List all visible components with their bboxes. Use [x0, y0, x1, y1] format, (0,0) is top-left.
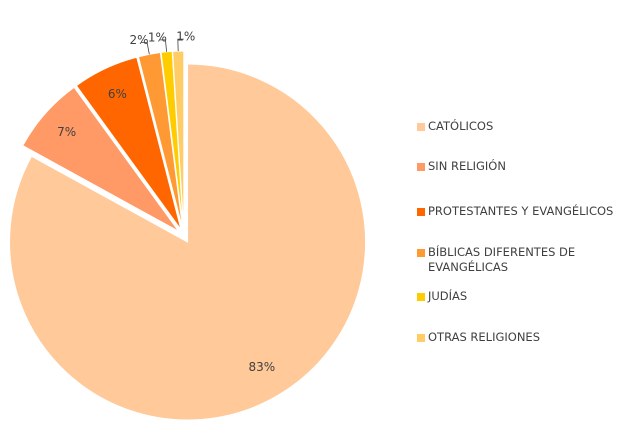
- legend-item: JUDÍAS: [417, 289, 632, 304]
- legend-label: BÍBLICAS DIFERENTES DE EVANGÉLICAS: [428, 245, 576, 274]
- legend-swatch: [417, 123, 425, 131]
- legend-swatch: [417, 249, 425, 257]
- legend-swatch: [417, 163, 425, 171]
- data-label: 6%: [108, 87, 127, 101]
- data-label: 1%: [176, 30, 195, 44]
- legend-item: OTRAS RELIGIONES: [417, 330, 632, 345]
- pie-slice: [22, 86, 180, 232]
- pie-slice: [172, 50, 185, 230]
- legend-label: CATÓLICOS: [428, 119, 494, 133]
- pie-slice: [137, 51, 184, 230]
- legend-item: BÍBLICAS DIFERENTES DE EVANGÉLICAS: [417, 245, 632, 275]
- legend-item: SIN RELIGIÓN: [417, 159, 632, 174]
- legend-label: OTRAS RELIGIONES: [428, 330, 541, 344]
- data-label: 2%: [130, 33, 149, 47]
- data-label: 7%: [57, 125, 76, 139]
- leader-line: [159, 39, 167, 52]
- legend-label: PROTESTANTES Y EVANGÉLICOS: [428, 204, 614, 218]
- legend-swatch: [417, 208, 425, 216]
- legend-label: JUDÍAS: [428, 289, 468, 303]
- legend-swatch: [417, 334, 425, 342]
- legend-swatch: [417, 293, 425, 301]
- leader-line: [177, 38, 184, 52]
- legend-item: PROTESTANTES Y EVANGÉLICOS: [417, 204, 632, 219]
- legend-label: SIN RELIGIÓN: [428, 159, 506, 173]
- pie-slice: [9, 63, 367, 421]
- data-label: 83%: [249, 360, 276, 374]
- legend-item: CATÓLICOS: [417, 119, 632, 134]
- leader-line: [141, 42, 150, 55]
- data-label: 1%: [148, 30, 167, 44]
- pie-slice: [75, 56, 182, 230]
